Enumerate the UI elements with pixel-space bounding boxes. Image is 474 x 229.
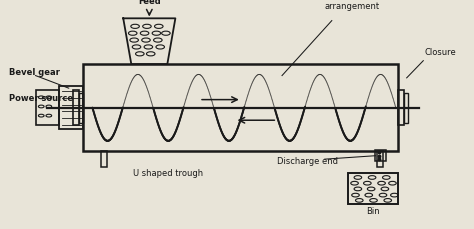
Text: Discharge end: Discharge end	[277, 157, 338, 166]
Bar	[73, 90, 79, 125]
Bar	[398, 90, 404, 125]
Bar	[79, 93, 83, 123]
Bar	[348, 173, 398, 204]
Bar	[36, 90, 59, 125]
Bar	[101, 151, 107, 167]
Bar	[375, 150, 386, 161]
Text: Power source: Power source	[9, 94, 73, 103]
Text: U shaped trough: U shaped trough	[133, 169, 203, 178]
Text: Helicoid screw
arrangement: Helicoid screw arrangement	[325, 0, 386, 11]
Bar	[83, 64, 398, 151]
Bar	[59, 86, 83, 129]
Text: Bin: Bin	[366, 207, 380, 216]
Bar	[404, 93, 408, 123]
Text: Closure: Closure	[424, 48, 456, 57]
Text: Bevel gear: Bevel gear	[9, 68, 60, 77]
Text: Feed: Feed	[138, 0, 161, 6]
Bar	[377, 151, 383, 167]
